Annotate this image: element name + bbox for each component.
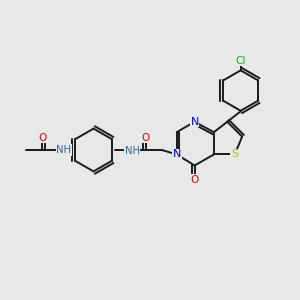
Text: NH: NH [125, 146, 140, 156]
Text: O: O [38, 133, 46, 142]
Text: Cl: Cl [236, 56, 246, 65]
Text: NH: NH [56, 145, 71, 155]
Text: S: S [231, 149, 238, 160]
Text: O: O [190, 175, 199, 185]
Text: N: N [172, 149, 181, 160]
Text: N: N [190, 117, 199, 127]
Text: O: O [141, 133, 150, 142]
